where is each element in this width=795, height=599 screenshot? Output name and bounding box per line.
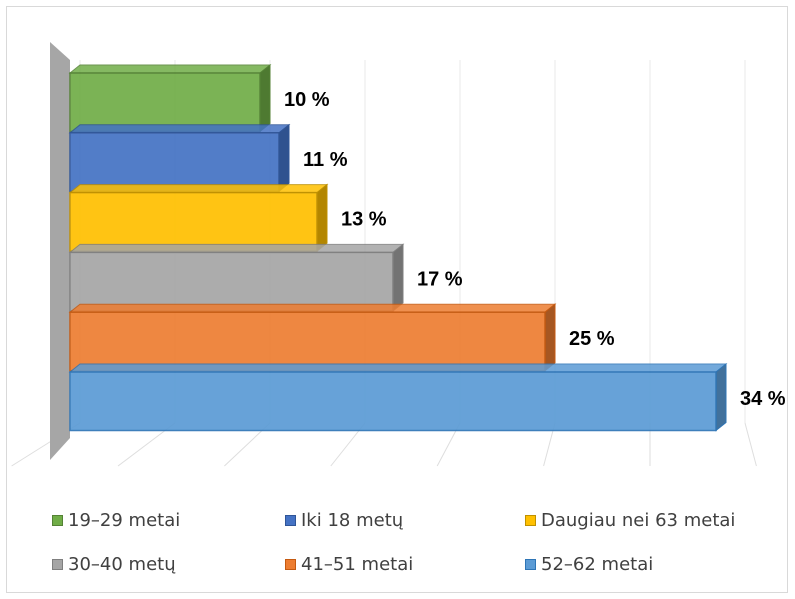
data-label: 17 % <box>417 268 463 290</box>
legend-label: Daugiau nei 63 metai <box>541 510 736 531</box>
bar-top-face <box>68 184 329 194</box>
legend-item: Daugiau nei 63 metai <box>525 510 735 531</box>
legend: 19–29 metai Iki 18 metų Daugiau nei 63 met… <box>52 498 782 588</box>
bar-3 <box>68 183 329 253</box>
bar-6 <box>68 362 728 432</box>
legend-item: 19–29 metai <box>52 510 180 531</box>
legend-label: 41–51 metai <box>301 554 414 575</box>
legend-item: Iki 18 metų <box>285 510 403 531</box>
legend-item: 41–51 metai <box>285 554 413 575</box>
bar-side-face <box>392 243 404 312</box>
data-label: 34 % <box>740 388 786 410</box>
chart-side-wall <box>50 42 70 460</box>
legend-label: 19–29 metai <box>68 510 181 531</box>
bar-1 <box>68 63 272 133</box>
legend-label: Iki 18 metų <box>301 510 404 531</box>
data-label: 25 % <box>569 328 615 350</box>
legend-swatch <box>525 515 536 526</box>
legend-label: 30–40 metų <box>68 554 176 575</box>
legend-swatch <box>285 559 296 570</box>
bar-top-face <box>68 363 728 373</box>
bar-top-face <box>68 64 272 74</box>
bar-side-face <box>316 183 328 253</box>
bar-side-face <box>259 63 271 133</box>
legend-swatch <box>285 515 296 526</box>
legend-item: 52–62 metai <box>525 554 653 575</box>
bar-front-face <box>69 311 546 372</box>
bar-2 <box>68 123 291 193</box>
gridline-floor <box>744 422 757 467</box>
bar-front-face <box>69 132 280 193</box>
bar-4 <box>68 243 405 312</box>
data-label: 10 % <box>284 89 330 111</box>
bar-top-face <box>68 243 405 253</box>
bar-side-face <box>278 123 290 193</box>
bar-top-face <box>68 124 291 134</box>
data-label: 13 % <box>341 209 387 231</box>
bar-front-face <box>69 72 261 133</box>
bar-5 <box>68 303 557 372</box>
legend-item: 30–40 metų <box>52 554 176 575</box>
bar-side-face <box>715 362 727 432</box>
bar-front-face <box>69 251 394 312</box>
bar-front-face <box>69 191 318 252</box>
data-label: 11 % <box>303 149 348 171</box>
legend-label: 52–62 metai <box>541 554 654 575</box>
bar-top-face <box>68 303 557 313</box>
legend-swatch <box>52 515 63 526</box>
bar-side-face <box>544 303 556 372</box>
legend-swatch <box>525 559 536 570</box>
bar-front-face <box>69 371 717 432</box>
legend-swatch <box>52 559 63 570</box>
